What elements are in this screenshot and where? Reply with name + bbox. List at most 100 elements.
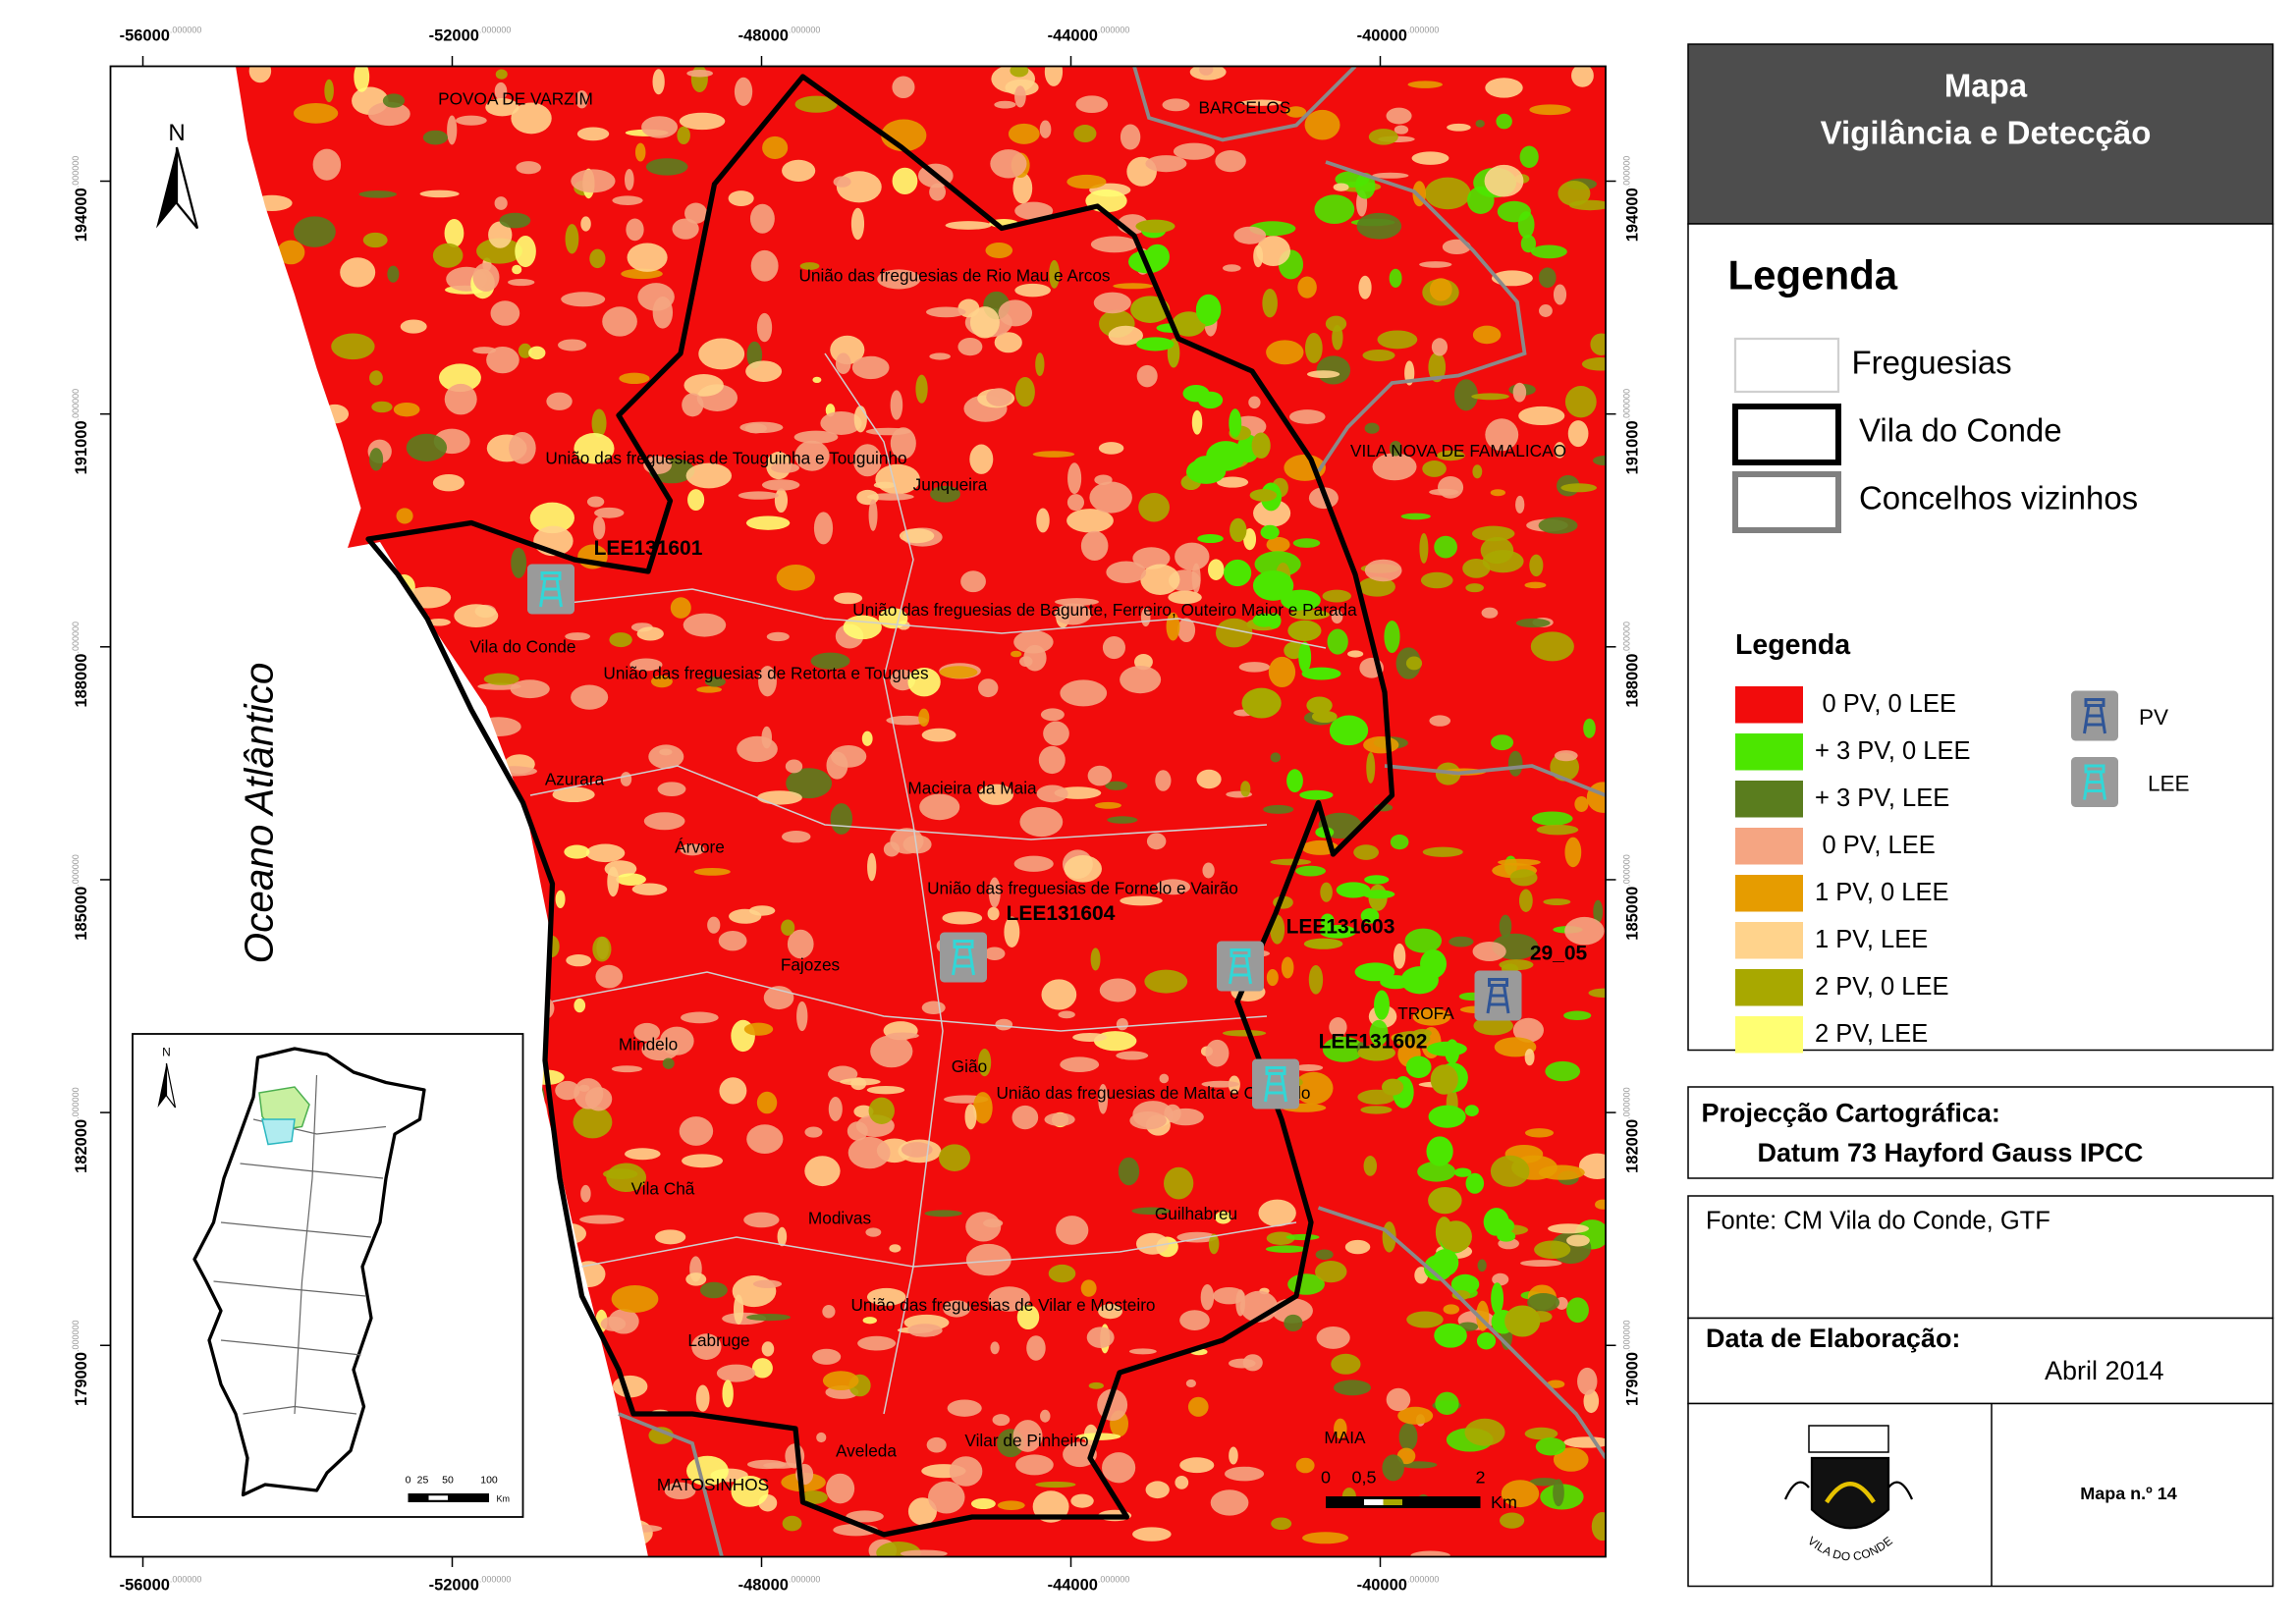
raster-patch	[972, 1092, 993, 1124]
raster-patch	[785, 759, 803, 774]
raster-patch	[984, 947, 1006, 960]
tick-value: 194000	[73, 188, 90, 242]
place-label: União das freguesias de Retorta e Tougue…	[603, 664, 928, 683]
raster-patch	[602, 1168, 638, 1180]
legend-label: Freguesias	[1851, 345, 2011, 381]
neighbor-boundary	[1316, 160, 1527, 473]
raster-patch	[787, 929, 814, 959]
place-labels: POVOA DE VARZIM BARCELOS União das fregues…	[438, 89, 1566, 1494]
raster-patch	[1063, 1441, 1097, 1468]
y-tick-label: 185000.000000	[71, 854, 90, 941]
raster-patch	[744, 423, 767, 434]
raster-patch	[1260, 524, 1280, 540]
raster-patch	[1093, 292, 1131, 314]
raster-patch	[1327, 628, 1348, 655]
source: Fonte: CM Vila do Conde, GTF	[1706, 1208, 2050, 1235]
raster-patch	[1539, 304, 1553, 317]
inset-map: N 0 25 50 100 Km	[132, 1033, 524, 1518]
tick-suffix: .000000	[479, 26, 511, 35]
raster-patch	[594, 507, 625, 518]
raster-patch	[406, 433, 448, 461]
raster-patch	[1073, 125, 1097, 143]
raster-patch	[636, 626, 664, 641]
raster-patch	[1159, 1073, 1170, 1084]
raster-patch	[1132, 1527, 1172, 1542]
raster-patch	[565, 632, 591, 641]
raster-patch	[1472, 941, 1506, 962]
tower-label: LEE131602	[1319, 1031, 1428, 1054]
raster-patch	[616, 873, 646, 886]
raster-patch	[1266, 1231, 1295, 1245]
legend-swatch	[1731, 470, 1841, 533]
raster-patch	[510, 679, 550, 699]
raster-patch	[1155, 879, 1191, 895]
raster-patch	[901, 1142, 933, 1158]
raster-patch	[1481, 607, 1499, 619]
raster-patch	[1465, 583, 1484, 593]
raster-patch	[977, 1048, 992, 1077]
tick-suffix: .000000	[1622, 1087, 1632, 1118]
raster-patch	[1472, 325, 1502, 345]
raster-patch	[1577, 1367, 1598, 1395]
raster-patch	[1304, 109, 1340, 140]
place-label: Mindelo	[619, 1035, 678, 1055]
place-label: União das freguesias de Rio Mau e Arcos	[798, 266, 1110, 286]
y-tick-label: 191000.000000	[1622, 389, 1642, 475]
logo-emblem	[1825, 1482, 1876, 1504]
raster-patch	[1406, 1311, 1444, 1328]
raster-patch	[494, 196, 508, 210]
raster-patch	[695, 1384, 710, 1412]
raster-patch	[866, 1287, 906, 1306]
raster-patch	[1553, 1447, 1589, 1472]
raster-patch	[1553, 1479, 1564, 1507]
legend-label: 0 PV, 0 LEE	[1822, 690, 1956, 718]
raster-patch	[634, 142, 646, 162]
raster-patch	[766, 631, 790, 642]
raster-patch	[1056, 1216, 1089, 1245]
raster-patch	[1295, 1457, 1315, 1474]
raster-patch	[1529, 554, 1544, 577]
raster-patch	[857, 1335, 897, 1351]
raster-patch	[1429, 278, 1452, 301]
raster-patch	[1314, 194, 1355, 224]
raster-patch	[1241, 687, 1282, 719]
raster-patch	[593, 516, 606, 540]
raster-patch	[1437, 475, 1464, 499]
raster-patch	[1128, 1348, 1157, 1355]
date-title: Data de Elaboração:	[1706, 1324, 1960, 1353]
raster-patch	[1389, 440, 1402, 457]
logo-box	[1687, 1402, 2274, 1588]
raster-patch	[1519, 145, 1539, 168]
raster-patch	[490, 300, 520, 326]
raster-patch	[970, 1497, 996, 1510]
raster-patch	[762, 135, 789, 159]
raster-patch	[1507, 750, 1523, 777]
raster-patch	[731, 1475, 769, 1507]
tower: LEE131603	[1216, 916, 1394, 992]
raster-patch	[1131, 1207, 1172, 1216]
raster-patch	[1039, 120, 1052, 138]
raster-patch	[1315, 1260, 1347, 1283]
scale-label: 0,5	[1351, 1468, 1376, 1488]
raster-patch	[419, 189, 460, 198]
raster-patch	[921, 728, 957, 742]
raster-patch	[1590, 333, 1606, 355]
raster-patch	[1252, 569, 1294, 601]
raster-patch	[752, 1279, 783, 1288]
raster-patch	[611, 1285, 659, 1313]
raster-patch	[699, 1281, 728, 1299]
raster-patch	[1404, 928, 1443, 953]
legend-label: PV	[2139, 705, 2168, 730]
raster-patch	[1012, 172, 1033, 204]
raster-patch	[1197, 534, 1224, 544]
raster-patch	[1014, 201, 1054, 220]
raster-patch	[1358, 576, 1395, 597]
legend-swatch	[1734, 732, 1803, 771]
raster-patch	[1075, 95, 1109, 114]
raster-patch	[657, 782, 686, 797]
projection-box	[1687, 1086, 2274, 1179]
legend-label: 0 PV, LEE	[1822, 832, 1935, 859]
raster-patch	[1130, 296, 1171, 323]
tick-suffix: .000000	[170, 26, 201, 35]
raster-patch	[1106, 561, 1147, 583]
